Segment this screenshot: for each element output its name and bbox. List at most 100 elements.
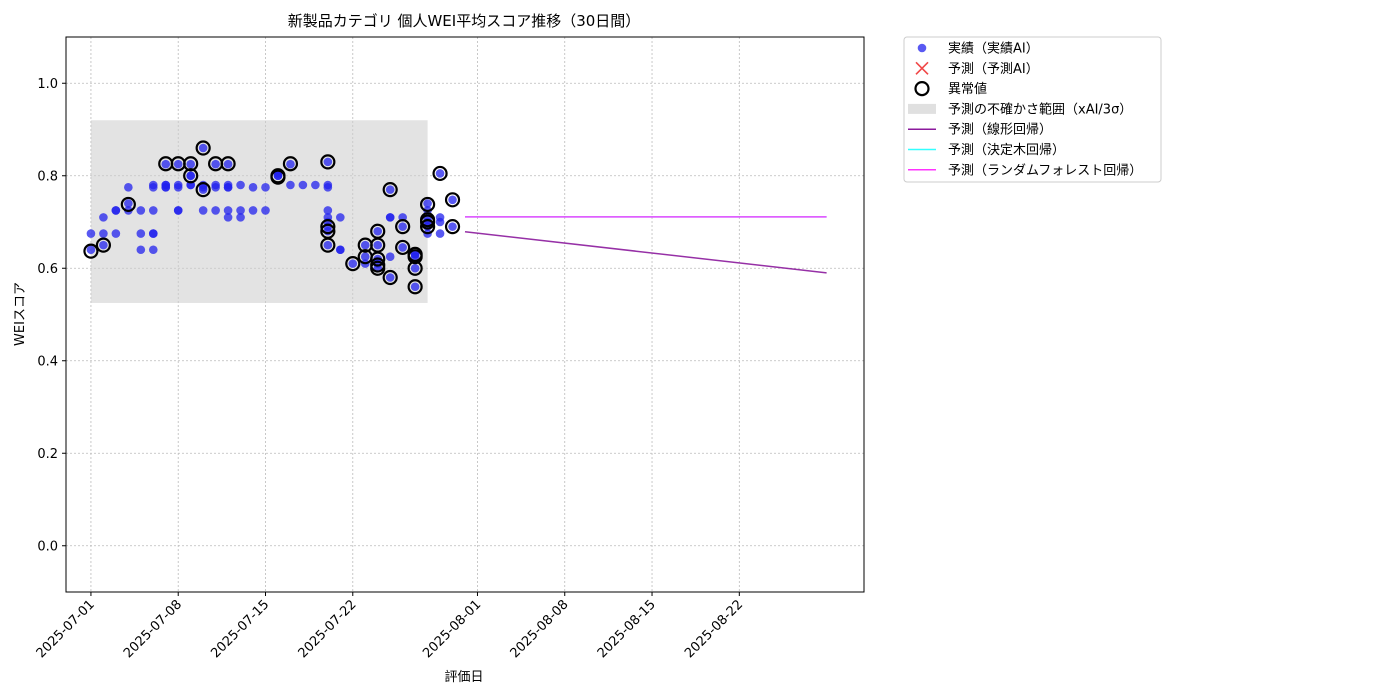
actual-point	[423, 199, 432, 208]
anomaly-point	[120, 196, 136, 213]
actual-point	[348, 259, 358, 268]
actual-point	[398, 222, 407, 231]
actual-point	[385, 252, 395, 261]
actual-point	[286, 159, 295, 169]
actual-point	[435, 169, 445, 178]
actual-point	[410, 250, 420, 259]
anomaly-point	[195, 140, 211, 156]
anomaly-point	[370, 260, 386, 276]
x-axis: 2025-07-01 2025-07-08 2025-07-15 2025-07-22…	[34, 592, 746, 661]
actual-point	[136, 229, 146, 238]
actual-point	[323, 240, 333, 250]
x-tick-label: 2025-07-08	[121, 597, 185, 661]
actual-point	[385, 185, 395, 194]
actual-point	[186, 171, 195, 181]
anomaly-point	[419, 219, 436, 235]
actual-point	[186, 159, 195, 169]
anomaly-point	[407, 260, 423, 276]
anomaly-point	[407, 249, 423, 265]
actual-point	[211, 206, 220, 215]
actual-point	[148, 183, 158, 192]
actual-point	[198, 143, 208, 153]
actual-point	[336, 245, 345, 255]
actual-point	[273, 171, 283, 181]
actual-point	[148, 206, 158, 215]
anomaly-point	[370, 251, 386, 267]
legend-swatch-actual	[917, 43, 927, 53]
anomaly-point	[444, 219, 461, 235]
legend-label: 予測（決定木回帰）	[948, 142, 1065, 158]
actual-point	[211, 183, 220, 192]
actual-point	[248, 183, 258, 192]
actual-point	[261, 183, 270, 192]
x-tick-label: 2025-07-22	[296, 597, 360, 661]
y-tick-label: 0.6	[37, 262, 58, 277]
anomaly-point	[95, 237, 112, 253]
actual-point	[223, 213, 233, 222]
actual-point	[236, 213, 245, 222]
legend-label: 予測の不確かさ範囲（xAI/3σ）	[948, 101, 1132, 117]
x-tick-label: 2025-07-15	[208, 597, 272, 661]
actual-point	[173, 206, 183, 215]
actual-point	[124, 199, 133, 208]
y-axis-label: WEIスコア	[13, 282, 28, 346]
actual-point	[248, 206, 258, 215]
y-axis: 0.0 0.2 0.4 0.6 0.8 1.0	[37, 77, 66, 554]
y-tick-label: 1.0	[37, 77, 58, 92]
legend-label: 予測（ランダムフォレスト回帰）	[948, 162, 1142, 178]
actual-point	[99, 229, 108, 238]
actual-point	[173, 159, 183, 169]
actual-point	[161, 183, 171, 192]
actual-point	[99, 240, 108, 250]
x-tick-label: 2025-07-01	[34, 597, 98, 661]
actual-point	[410, 263, 420, 273]
anomaly-point	[395, 219, 411, 235]
legend-frame	[903, 36, 1162, 183]
actual-point	[373, 226, 383, 236]
actual-point	[136, 206, 146, 215]
anomaly-point	[419, 196, 436, 213]
anomaly-rings	[83, 140, 461, 295]
actual-point	[286, 180, 295, 190]
x-axis-label: 評価日	[444, 670, 483, 685]
x-tick-label: 2025-08-01	[420, 597, 484, 661]
forecast-line-3	[464, 230, 827, 274]
actual-point	[373, 240, 383, 250]
scatter-points	[86, 143, 457, 292]
actual-point	[223, 159, 233, 169]
legend-label: 実績（実績AI）	[948, 41, 1039, 57]
actual-point	[173, 183, 183, 192]
actual-point	[136, 245, 146, 255]
actual-point	[360, 252, 370, 261]
y-tick-label: 0.0	[37, 539, 58, 554]
anomaly-point	[320, 154, 336, 170]
anomaly-point	[195, 182, 211, 198]
legend-swatch-anomaly	[914, 80, 930, 97]
actual-point	[148, 245, 158, 255]
anomaly-point	[407, 279, 423, 295]
actual-point	[360, 240, 370, 250]
actual-point	[435, 213, 445, 222]
forecast-lines	[464, 216, 827, 274]
y-tick-label: 0.4	[37, 354, 58, 369]
legend-label: 予測（線形回帰）	[948, 122, 1052, 138]
actual-point	[385, 273, 395, 282]
actual-point	[99, 213, 108, 222]
actual-point	[336, 213, 345, 222]
legend-label: 予測（予測AI）	[948, 62, 1039, 77]
anomaly-point	[320, 219, 336, 235]
x-tick-label: 2025-08-15	[595, 597, 659, 661]
actual-point	[223, 183, 233, 192]
anomaly-point	[220, 156, 236, 172]
anomaly-point	[419, 214, 436, 230]
actual-point	[111, 206, 121, 215]
anomaly-point	[183, 168, 199, 184]
actual-point	[148, 229, 158, 238]
plot-frame	[65, 36, 865, 593]
actual-point	[211, 159, 220, 169]
actual-point	[124, 183, 133, 192]
actual-point	[311, 180, 320, 190]
anomaly-point	[382, 269, 398, 286]
